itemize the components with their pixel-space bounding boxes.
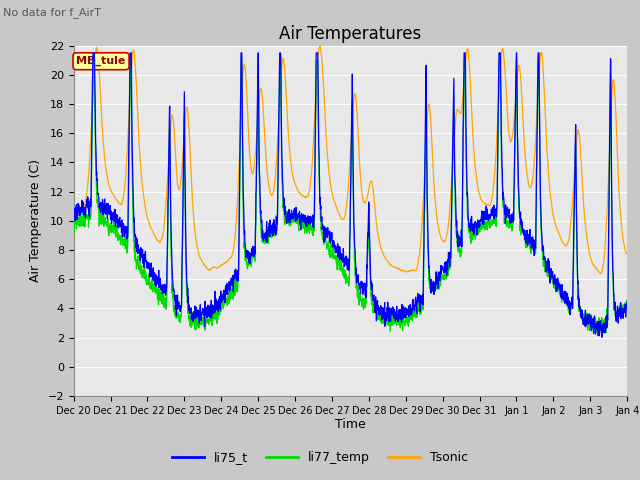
li75_t <box>575 293 582 299</box>
li77_temp <box>602 330 610 336</box>
Tsonic <box>224 257 232 263</box>
X-axis label: Time: Time <box>335 419 366 432</box>
Tsonic <box>590 263 598 268</box>
li77_temp <box>575 286 582 291</box>
li77_temp <box>623 301 631 307</box>
Tsonic <box>367 179 374 184</box>
Tsonic <box>511 101 519 107</box>
li77_temp <box>379 309 387 314</box>
li77_temp <box>90 57 97 63</box>
li77_temp <box>70 222 77 228</box>
Tsonic <box>597 271 605 276</box>
li77_temp <box>511 120 519 126</box>
Tsonic <box>316 43 324 49</box>
li75_t <box>511 103 519 109</box>
Line: li77_temp: li77_temp <box>74 60 627 333</box>
li75_t <box>89 50 97 56</box>
Legend: li75_t, li77_temp, Tsonic: li75_t, li77_temp, Tsonic <box>167 446 473 469</box>
li77_temp <box>225 296 232 302</box>
Line: li75_t: li75_t <box>74 53 627 337</box>
li75_t <box>598 334 606 340</box>
Tsonic <box>379 249 387 255</box>
li75_t <box>379 305 387 311</box>
Tsonic <box>575 127 582 133</box>
li75_t <box>225 286 232 291</box>
Line: Tsonic: Tsonic <box>74 46 627 274</box>
Tsonic <box>623 252 631 257</box>
li75_t <box>70 206 77 212</box>
Y-axis label: Air Temperature (C): Air Temperature (C) <box>29 159 42 282</box>
li75_t <box>367 266 374 272</box>
Title: Air Temperatures: Air Temperatures <box>279 24 422 43</box>
li75_t <box>590 323 598 328</box>
li77_temp <box>367 281 374 287</box>
li77_temp <box>590 321 598 327</box>
Text: MB_tule: MB_tule <box>76 56 125 66</box>
Text: No data for f_AirT: No data for f_AirT <box>3 7 101 18</box>
li75_t <box>623 300 631 305</box>
Tsonic <box>70 207 77 213</box>
